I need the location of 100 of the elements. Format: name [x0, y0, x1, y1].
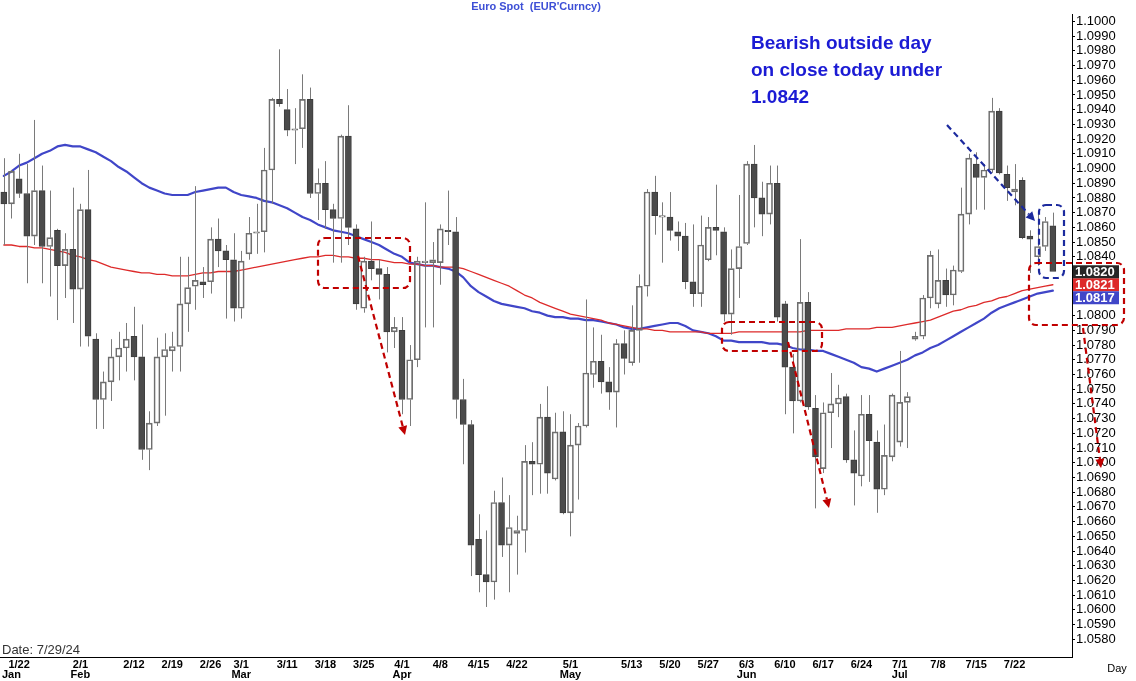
candlestick	[620, 329, 628, 375]
candlestick	[873, 429, 881, 514]
y-tick-label: 1.0670	[1076, 498, 1116, 514]
candlestick	[789, 353, 796, 434]
candlestick	[230, 232, 237, 323]
y-tick-label: 1.0970	[1076, 57, 1116, 73]
y-tick-label: 1.0600	[1076, 601, 1116, 617]
y-tick-label: 1.0990	[1076, 27, 1116, 43]
candlestick	[322, 160, 329, 230]
candlestick	[559, 410, 567, 514]
y-tick-label: 1.0730	[1076, 410, 1116, 426]
x-tick-label: 5/1	[562, 657, 579, 670]
candlestick	[720, 226, 727, 323]
candlestick	[276, 48, 283, 108]
y-tick-label: 1.0690	[1076, 469, 1116, 485]
candlestick	[689, 223, 697, 308]
y-tick-label: 1.0720	[1076, 424, 1116, 440]
y-tick-label: 1.0940	[1076, 101, 1116, 117]
y-tick-label: 1.0770	[1076, 351, 1116, 367]
candlestick	[674, 220, 681, 252]
candlestick	[712, 184, 720, 256]
text: 1.0820	[1075, 263, 1115, 279]
text: May	[559, 668, 583, 681]
x-tick-label: 7/22	[1003, 657, 1026, 670]
y-tick-label: 1.0880	[1076, 189, 1116, 205]
candlestick	[459, 378, 467, 465]
candlestick	[54, 229, 61, 321]
x-tick-label: 3/25	[353, 657, 375, 670]
x-tick-label: 7/15	[965, 657, 987, 670]
x-tick-label: 4/22	[506, 657, 528, 670]
candlestick	[750, 144, 758, 228]
x-tick-label: 5/13	[621, 657, 643, 670]
y-tick-label: 1.1000	[1076, 12, 1116, 28]
y-tick-label: 1.0930	[1076, 115, 1116, 131]
y-tick-label: 1.0920	[1076, 130, 1116, 146]
candlestick	[544, 385, 551, 495]
candlestick	[482, 529, 490, 608]
y-tick-label: 1.0950	[1076, 86, 1116, 102]
y-tick-label: 1.0860	[1076, 218, 1116, 234]
x-tick-label: 4/1	[394, 657, 410, 670]
x-tick-label: 4/15	[467, 657, 490, 670]
candlestick	[199, 266, 207, 299]
candlestick	[605, 366, 613, 411]
candlestick	[0, 157, 8, 246]
data-label: 1.0817	[1075, 289, 1115, 305]
y-tick-label: 1.0630	[1076, 557, 1116, 573]
candlestick	[383, 266, 391, 353]
y-tick-label: 1.0760	[1076, 366, 1116, 382]
y-tick-label: 1.0640	[1076, 542, 1116, 558]
text: Feb	[70, 668, 91, 681]
y-tick-label: 1.0750	[1076, 380, 1116, 396]
candlestick	[329, 203, 337, 264]
x-tick-label: 6/17	[812, 657, 834, 670]
x-tick-label: 3/1	[233, 657, 249, 670]
y-tick-label: 1.0840	[1076, 248, 1116, 264]
x-tick-label: 5/27	[697, 657, 719, 670]
x-tick-label: 2/1	[72, 657, 89, 670]
x-tick-label: 6/3	[738, 657, 755, 670]
x-tick-label: 6/10	[774, 657, 796, 670]
y-tick-label: 1.0580	[1076, 630, 1116, 646]
candlestick	[138, 323, 145, 461]
candlestick	[681, 222, 689, 290]
x-tick-label: 7/1	[892, 657, 908, 670]
candlestick	[651, 175, 659, 236]
x-tick-label: 3/18	[314, 657, 337, 670]
y-tick-label: 1.0850	[1076, 233, 1116, 249]
candlestick	[375, 259, 383, 300]
y-tick-label: 1.0900	[1076, 160, 1116, 176]
text: Apr	[392, 668, 413, 681]
x-tick-label: 5/20	[659, 657, 681, 670]
candlestick	[421, 201, 429, 328]
y-tick-label: 1.0610	[1076, 586, 1116, 602]
y-tick-label: 1.0890	[1076, 174, 1116, 190]
candlestick	[92, 332, 100, 430]
y-tick-label: 1.0660	[1076, 513, 1116, 529]
x-axis-title: Day	[1107, 662, 1128, 675]
candlestick	[498, 476, 505, 558]
y-tick-label: 1.0980	[1076, 42, 1116, 58]
x-tick-label: 4/8	[432, 657, 448, 670]
candlestick	[942, 268, 949, 308]
y-tick-label: 1.0650	[1076, 527, 1116, 543]
candlestick	[972, 151, 980, 211]
y-tick-label: 1.0870	[1076, 204, 1116, 220]
x-tick-label: 3/11	[276, 657, 298, 670]
text: Mar	[231, 668, 252, 681]
candlestick	[23, 163, 31, 284]
candlestick	[214, 218, 222, 268]
x-tick-label: 2/19	[161, 657, 183, 670]
candlestick	[345, 104, 352, 246]
x-tick-label: 7/8	[930, 657, 946, 670]
y-tick-label: 1.0910	[1076, 145, 1116, 161]
x-tick-label: 1/22	[8, 657, 30, 670]
candlestick	[850, 429, 858, 506]
x-tick-label: 2/26	[199, 657, 222, 670]
y-tick-label: 1.0710	[1076, 439, 1116, 455]
candlestick	[475, 513, 482, 593]
y-tick-label: 1.0680	[1076, 483, 1116, 499]
y-tick-label: 1.0620	[1076, 572, 1116, 588]
y-tick-label: 1.0780	[1076, 336, 1116, 352]
text: Jan	[1, 668, 22, 681]
